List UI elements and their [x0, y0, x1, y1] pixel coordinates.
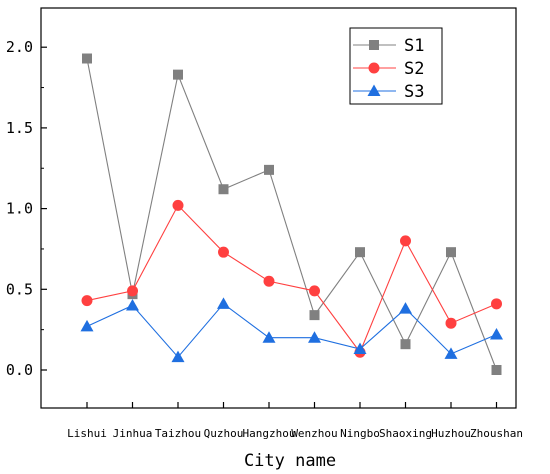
x-axis-title: City name [244, 451, 336, 471]
legend-label-s3: S3 [404, 82, 424, 102]
y-tick-label: 0.5 [6, 280, 33, 298]
data-point-s2 [127, 285, 138, 297]
data-point-s2 [263, 275, 275, 287]
data-point-s3 [444, 347, 458, 359]
data-point-s1 [264, 164, 274, 175]
series-line-s3 [86, 303, 497, 358]
x-tick-label: Zhoushan [470, 427, 523, 440]
data-point-s1 [491, 365, 502, 375]
data-point-s1 [400, 339, 411, 350]
legend-label-s2: S2 [404, 59, 424, 79]
x-tick-label: Quzhou [204, 427, 244, 440]
y-tick-label: 1.0 [6, 200, 33, 218]
series-s3 [80, 297, 503, 363]
series-layer [80, 53, 503, 375]
data-point-s3 [353, 342, 367, 355]
x-tick-label: Lishui [67, 427, 107, 440]
data-point-s3 [217, 297, 230, 309]
data-point-s2 [309, 285, 320, 297]
series-s2 [81, 199, 502, 358]
x-tick-label: Ningbo [340, 427, 380, 440]
legend-label-s1: S1 [404, 36, 424, 56]
data-point-s3 [80, 319, 94, 332]
x-tick-label: Jinhua [113, 427, 153, 440]
data-point-s1 [82, 53, 92, 64]
y-tick-label: 2.0 [6, 38, 33, 56]
data-point-s3 [308, 331, 321, 343]
data-point-s3 [126, 298, 139, 311]
data-point-s1 [218, 184, 229, 195]
data-point-s1 [355, 247, 365, 258]
x-tick-label: Wenzhou [291, 427, 337, 440]
y-tick-label: 0.0 [6, 361, 33, 379]
data-point-s3 [399, 302, 412, 314]
y-tick-label: 1.5 [6, 119, 33, 137]
data-point-s2 [172, 199, 184, 211]
legend: S1 S2 S3 [349, 27, 443, 105]
data-point-s2 [400, 235, 411, 247]
legend-box [349, 27, 443, 105]
data-point-s2 [218, 246, 229, 258]
legend-marker [369, 40, 379, 50]
data-point-s1 [446, 247, 456, 258]
data-point-s1 [309, 310, 320, 321]
x-tick-label: Shaoxing [379, 427, 432, 440]
data-point-s3 [171, 350, 185, 363]
data-point-s2 [445, 317, 457, 329]
x-tick-label: Taizhou [155, 427, 201, 440]
legend-marker [367, 84, 381, 96]
data-point-s1 [173, 69, 183, 80]
x-tick-label: Hangzhou [243, 427, 296, 440]
legend-marker [368, 62, 380, 74]
data-point-s2 [81, 295, 93, 307]
series-line-s2 [86, 204, 497, 354]
data-point-s2 [491, 298, 502, 310]
series-line-s1 [86, 58, 498, 371]
data-point-s3 [262, 331, 276, 343]
data-point-s3 [490, 327, 503, 340]
x-tick-label: Huzhou [431, 427, 471, 440]
axes: 0.0 0.5 1.0 1.5 2.0 Lishui Jinhua Taizhou Quzhou… [6, 7, 523, 440]
